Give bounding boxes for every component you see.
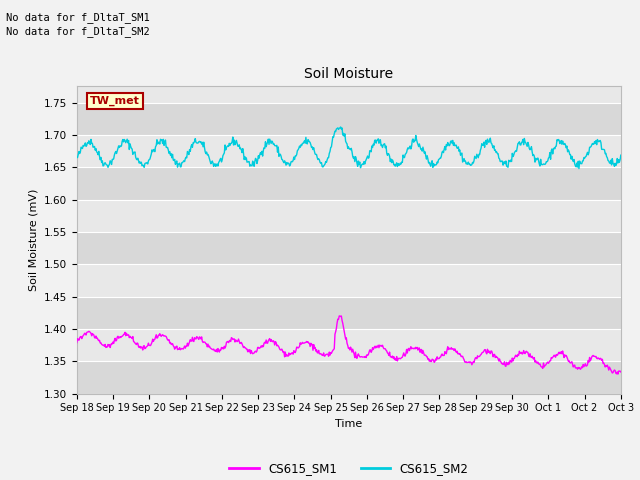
Bar <box>77 232 621 264</box>
Bar <box>77 135 621 167</box>
Bar <box>77 297 621 329</box>
Bar <box>77 264 621 297</box>
Bar <box>77 361 621 394</box>
Bar <box>77 103 621 135</box>
Bar <box>77 200 621 232</box>
Bar <box>77 167 621 200</box>
Y-axis label: Soil Moisture (mV): Soil Moisture (mV) <box>28 189 38 291</box>
Legend: CS615_SM1, CS615_SM2: CS615_SM1, CS615_SM2 <box>225 457 473 480</box>
Title: Soil Moisture: Soil Moisture <box>304 67 394 81</box>
Text: No data for f_DltaT_SM2: No data for f_DltaT_SM2 <box>6 26 150 37</box>
Bar <box>77 329 621 361</box>
X-axis label: Time: Time <box>335 419 362 429</box>
Text: No data for f_DltaT_SM1: No data for f_DltaT_SM1 <box>6 12 150 23</box>
Text: TW_met: TW_met <box>90 96 140 106</box>
